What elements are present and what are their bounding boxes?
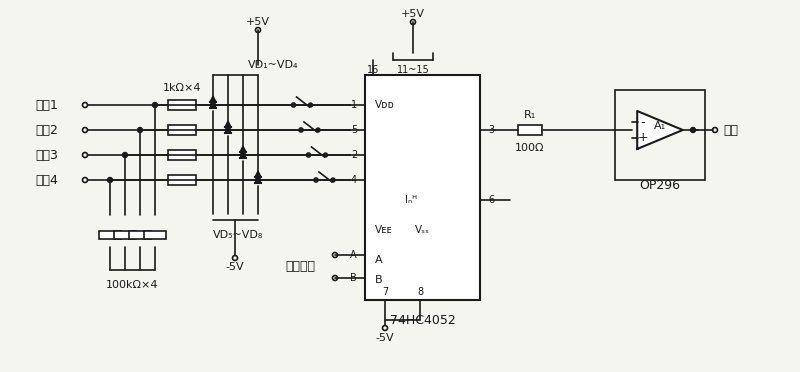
Bar: [168, 150, 196, 160]
Text: 输入4: 输入4: [35, 173, 58, 186]
Text: 输入1: 输入1: [35, 99, 58, 112]
Text: Vᴅᴅ: Vᴅᴅ: [375, 100, 395, 110]
Text: 5: 5: [350, 125, 357, 135]
Text: A: A: [350, 250, 357, 260]
Text: 11~15: 11~15: [397, 65, 430, 75]
Text: A: A: [375, 255, 382, 265]
Circle shape: [690, 128, 695, 132]
Bar: [168, 175, 196, 185]
Text: 输出: 输出: [723, 124, 738, 137]
Polygon shape: [225, 127, 231, 133]
Polygon shape: [240, 152, 246, 158]
Text: -5V: -5V: [376, 333, 394, 343]
Text: 1: 1: [351, 100, 357, 110]
Text: R₁: R₁: [524, 110, 536, 120]
Text: 8: 8: [417, 287, 423, 297]
Circle shape: [210, 103, 215, 108]
Text: 16: 16: [367, 65, 379, 75]
Text: 4: 4: [351, 175, 357, 185]
Polygon shape: [240, 146, 246, 152]
Text: 6: 6: [488, 195, 494, 205]
Polygon shape: [638, 111, 682, 149]
Circle shape: [107, 177, 113, 183]
Circle shape: [226, 128, 230, 132]
Circle shape: [309, 103, 313, 107]
Polygon shape: [210, 96, 216, 102]
Text: 1kΩ×4: 1kΩ×4: [162, 83, 202, 93]
Bar: [114, 231, 136, 239]
Text: -5V: -5V: [226, 262, 244, 272]
Polygon shape: [255, 171, 261, 177]
Text: 100Ω: 100Ω: [515, 143, 545, 153]
Bar: [144, 231, 166, 239]
Circle shape: [323, 153, 327, 157]
Text: B: B: [375, 275, 382, 285]
Bar: [365, 75, 480, 300]
Text: +: +: [638, 131, 648, 144]
Text: 输入2: 输入2: [35, 124, 58, 137]
Text: +5V: +5V: [246, 17, 270, 27]
Text: 控制信号: 控制信号: [285, 260, 315, 273]
Circle shape: [316, 128, 320, 132]
Text: 输入3: 输入3: [35, 148, 58, 161]
Text: 2: 2: [350, 150, 357, 160]
Text: 3: 3: [488, 125, 494, 135]
Bar: [129, 231, 151, 239]
Circle shape: [255, 177, 261, 183]
Text: -: -: [641, 116, 645, 129]
Bar: [615, 90, 705, 180]
Polygon shape: [255, 177, 261, 183]
Bar: [168, 100, 196, 110]
Circle shape: [331, 178, 335, 182]
Bar: [99, 231, 121, 239]
Text: 74HC4052: 74HC4052: [390, 314, 455, 327]
Text: A₁: A₁: [654, 121, 666, 131]
Text: VD₅~VD₈: VD₅~VD₈: [213, 230, 263, 240]
Bar: [168, 125, 196, 135]
Text: +5V: +5V: [401, 9, 425, 19]
Circle shape: [241, 153, 246, 157]
Polygon shape: [225, 121, 231, 127]
Circle shape: [138, 128, 142, 132]
Text: B: B: [350, 273, 357, 283]
Circle shape: [153, 103, 158, 108]
Text: VD₁~VD₄: VD₁~VD₄: [248, 60, 298, 70]
Polygon shape: [210, 102, 216, 108]
Text: Iₙᴴ: Iₙᴴ: [405, 195, 417, 205]
Text: OP296: OP296: [639, 179, 681, 192]
Text: Vₛₛ: Vₛₛ: [415, 225, 430, 235]
Circle shape: [122, 153, 127, 157]
Text: 7: 7: [382, 287, 388, 297]
Text: Vᴇᴇ: Vᴇᴇ: [375, 225, 393, 235]
Bar: [518, 125, 542, 135]
Text: 100kΩ×4: 100kΩ×4: [106, 280, 158, 290]
